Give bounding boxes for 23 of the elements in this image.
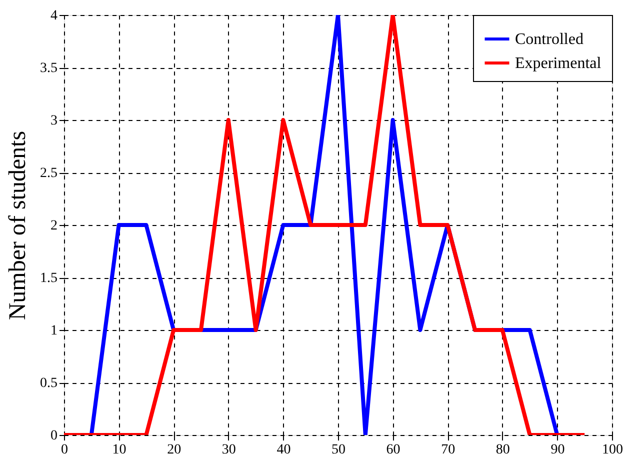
x-tick-label: 40 [276,442,291,458]
x-tick-label: 70 [441,442,456,458]
x-tick-label: 50 [332,442,346,458]
y-tick-label: 4 [50,8,58,24]
legend-label: Controlled [515,31,584,48]
x-tick-label: 20 [167,442,182,458]
legend-label: Experimental [515,55,602,72]
x-tick-label: 0 [61,442,68,458]
x-tick-label: 10 [112,442,126,458]
y-tick-label: 2.5 [40,166,58,181]
y-tick-label: 0.5 [40,376,58,391]
x-tick-label: 30 [222,442,236,458]
y-tick-label: 2 [50,218,58,234]
y-axis-title: Number of students [5,130,31,320]
x-tick-label: 80 [496,442,510,458]
x-tick-label: 90 [550,442,565,458]
y-tick-label: 3 [50,114,58,128]
x-tick-label: 60 [386,442,400,458]
y-tick-label: 1 [50,324,58,338]
y-tick-label: 0 [50,428,58,444]
y-tick-label: 3.5 [40,61,58,76]
y-tick-label: 1.5 [40,271,58,286]
x-tick-label: 100 [602,442,623,458]
